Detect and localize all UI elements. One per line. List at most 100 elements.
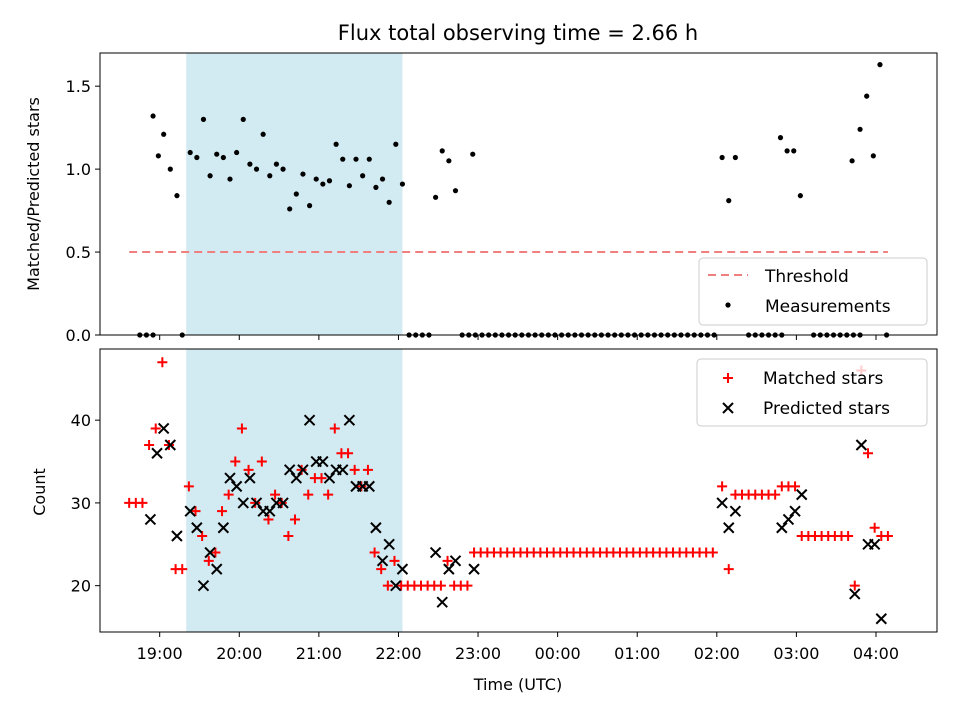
predicted-star-point [250, 497, 263, 509]
x-tick-label: 21:00 [296, 644, 342, 663]
measurement-point [360, 173, 366, 179]
top-legend-box [698, 257, 928, 326]
legend-matched-swatch [723, 373, 733, 383]
matched-star-point [316, 473, 327, 484]
matched-star-point [230, 456, 241, 467]
predicted-star-point [224, 472, 236, 484]
predicted-star-point [337, 464, 349, 476]
matched-star-point [723, 564, 734, 575]
matched-star-point [190, 506, 201, 517]
measurement-point [870, 153, 876, 159]
predicted-star-point [290, 472, 303, 484]
legend-matched-label: Matched stars [763, 369, 883, 389]
predicted-star-point [782, 513, 795, 526]
predicted-star-point [849, 588, 861, 600]
matched-star-point [243, 464, 254, 475]
predicted-star-point [184, 505, 196, 517]
measurement-point [220, 154, 226, 161]
predicted-star-point [789, 505, 801, 517]
matched-star-point [323, 489, 334, 500]
predicted-star-point [370, 522, 382, 534]
measurement-point [253, 166, 260, 172]
measurement-point [732, 154, 738, 161]
predicted-star-point [875, 613, 887, 625]
matched-star-point [863, 448, 874, 459]
measurement-point [194, 154, 200, 161]
matched-star-point [435, 580, 446, 591]
predicted-star-point [443, 563, 455, 575]
predicted-star-point [171, 530, 183, 542]
predicted-star-point [317, 455, 329, 468]
measurement-point [260, 131, 266, 137]
measurement-point [287, 206, 293, 212]
matched-star-point [362, 464, 373, 475]
matched-star-point [343, 448, 354, 459]
predicted-star-point [716, 497, 728, 509]
predicted-star-point [776, 522, 788, 534]
measurement-point [320, 181, 326, 187]
measurement-point [784, 148, 790, 154]
x-tick-label: 22:00 [375, 644, 421, 663]
matched-star-point [849, 580, 860, 591]
predicted-star-point [363, 480, 375, 493]
predicted-star-point [429, 546, 442, 559]
matched-star-point [389, 555, 400, 566]
predicted-star-point [795, 488, 808, 501]
measurement-point [155, 153, 161, 159]
measurement-point [346, 183, 352, 189]
measurement-point [333, 141, 339, 147]
matched-star-point [256, 456, 267, 467]
measurement-point [200, 116, 207, 122]
matched-star-point [707, 547, 718, 558]
x-tick-label: 19:00 [137, 644, 183, 663]
legend-measurements-label: Measurements [765, 297, 891, 317]
predicted-star-point [164, 439, 177, 451]
matched-star-point [183, 481, 194, 492]
predicted-star-point [197, 579, 210, 592]
top-plot-frame [99, 52, 938, 336]
matched-star-point [177, 564, 188, 575]
measurement-point [791, 148, 797, 154]
measurement-point [161, 131, 167, 137]
bottom-y-axis-label: Count [30, 468, 49, 516]
measurement-point [280, 166, 286, 172]
matched-star-point [770, 489, 781, 500]
measurement-point [366, 156, 372, 162]
measurement-point [313, 176, 319, 182]
matched-star-point [197, 531, 208, 542]
measurement-point [373, 184, 379, 190]
predicted-star-point [323, 472, 336, 484]
matched-star-point [236, 423, 247, 434]
measurement-point [877, 62, 883, 68]
predicted-star-point [396, 563, 409, 575]
measurement-point [452, 188, 459, 194]
predicted-star-point [436, 596, 448, 608]
matched-star-point [717, 481, 728, 492]
measurement-point [432, 194, 439, 200]
predicted-star-point [297, 464, 309, 476]
measurement-point [719, 154, 725, 161]
predicted-star-point [383, 538, 395, 550]
measurement-point [273, 161, 280, 167]
matched-star-point [329, 423, 340, 434]
matched-star-point [203, 555, 214, 566]
measurement-point [340, 156, 346, 162]
matched-star-point [882, 531, 893, 542]
measurement-point [300, 171, 306, 177]
matched-star-point [442, 555, 453, 566]
measurement-point [240, 116, 246, 122]
top-axes: 0.0 0.5 1.0 1.5 Threshold Measurements [66, 52, 938, 345]
matched-star-point [223, 489, 234, 500]
measurement-point [849, 158, 855, 164]
measurement-point [207, 173, 213, 179]
predicted-star-point [723, 522, 735, 534]
predicted-star-point [855, 439, 868, 451]
bottom-y-tick-label: 40 [71, 411, 91, 430]
predicted-star-point [868, 538, 881, 550]
top-y-tick-label: 0.5 [66, 243, 91, 262]
legend-threshold-label: Threshold [764, 267, 849, 287]
legend-predicted-swatch [722, 402, 734, 414]
predicted-star-point [343, 414, 356, 426]
measurement-point [353, 156, 359, 162]
bottom-plot-frame [99, 348, 938, 633]
